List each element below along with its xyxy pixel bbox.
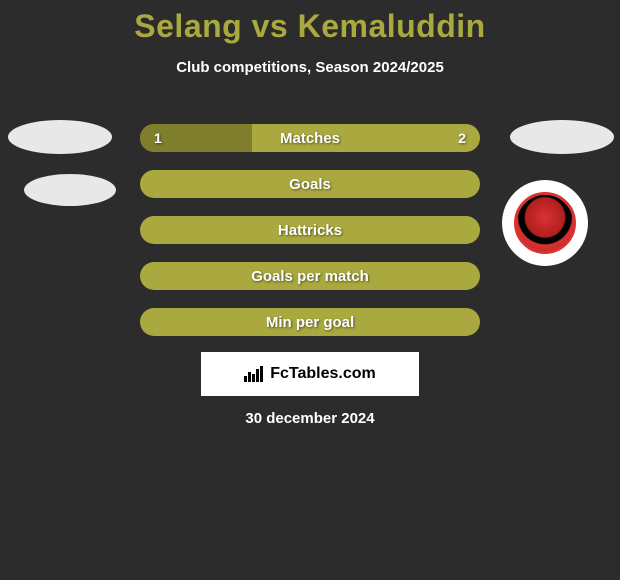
- bar-hattricks: Hattricks: [140, 216, 480, 244]
- bar-min-per-goal: Min per goal: [140, 308, 480, 336]
- bar-matches-label: Matches: [280, 130, 340, 147]
- club-crest-icon: [514, 192, 576, 254]
- subtitle: Club competitions, Season 2024/2025: [0, 59, 620, 76]
- player-right-club-logo: [502, 180, 588, 266]
- bar-goals-label: Goals: [289, 176, 331, 193]
- bar-goals-per-match-label: Goals per match: [251, 268, 369, 285]
- page-title: Selang vs Kemaluddin: [0, 0, 620, 45]
- footer-date: 30 december 2024: [0, 410, 620, 427]
- comparison-bars: 1 Matches 2 Goals Hattricks Goals per ma…: [140, 124, 480, 354]
- bar-goals: Goals: [140, 170, 480, 198]
- bar-matches-right-value: 2: [458, 130, 466, 146]
- footer-brand-text: FcTables.com: [270, 365, 376, 383]
- footer-brand-box[interactable]: FcTables.com: [201, 352, 419, 396]
- bar-matches-left-value: 1: [154, 130, 162, 146]
- player-left-badge-2: [24, 174, 116, 206]
- bar-matches: 1 Matches 2: [140, 124, 480, 152]
- chart-bars-icon: [244, 366, 264, 382]
- player-right-badge-1: [510, 120, 614, 154]
- bar-hattricks-label: Hattricks: [278, 222, 342, 239]
- player-left-badge-1: [8, 120, 112, 154]
- bar-min-per-goal-label: Min per goal: [266, 314, 354, 331]
- bar-goals-per-match: Goals per match: [140, 262, 480, 290]
